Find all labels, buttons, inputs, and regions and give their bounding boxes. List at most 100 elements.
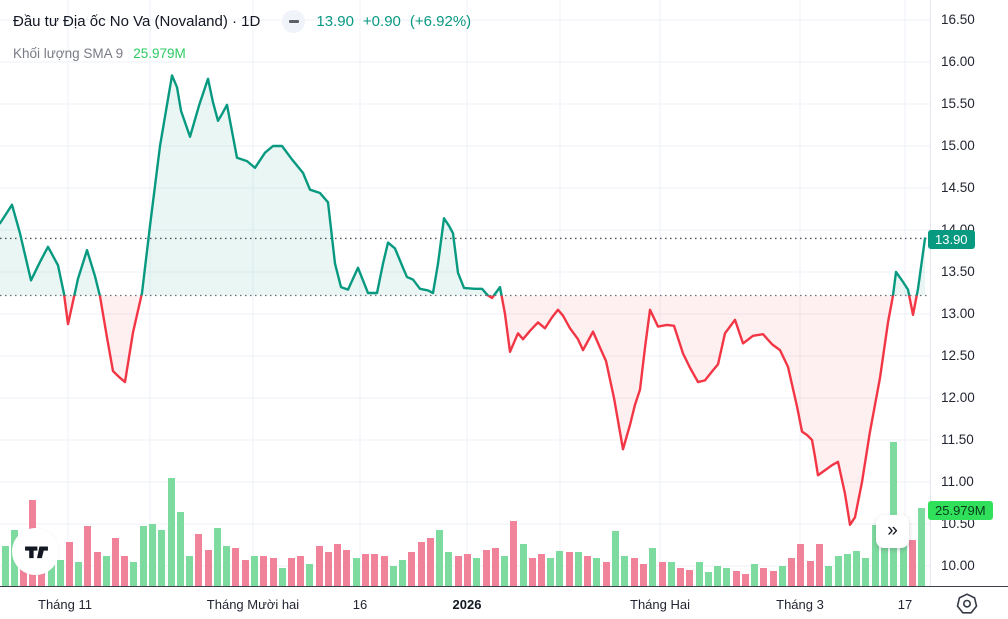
volume-bar bbox=[538, 554, 545, 586]
volume-bar bbox=[279, 568, 286, 586]
time-axis-label: Tháng 11 bbox=[38, 597, 92, 612]
price-scale[interactable]: 13.90 25.979M 16.50 16.00 15.50 15.00 14.50 1… bbox=[928, 0, 1008, 586]
price-tick-label: 13.00 bbox=[941, 306, 975, 321]
volume-bar bbox=[94, 552, 101, 586]
volume-bar bbox=[807, 561, 814, 586]
axis-settings-button[interactable] bbox=[953, 592, 981, 616]
volume-bar bbox=[455, 556, 462, 586]
volume-bar bbox=[177, 512, 184, 586]
volume-bar bbox=[649, 548, 656, 586]
chart-plot-area[interactable] bbox=[0, 0, 930, 586]
gear-icon bbox=[956, 593, 978, 614]
volume-bar bbox=[381, 556, 388, 586]
volume-bar bbox=[677, 568, 684, 586]
volume-bar bbox=[520, 544, 527, 586]
volume-bar bbox=[835, 556, 842, 586]
price-tick-label: 11.50 bbox=[941, 432, 974, 447]
volume-bar bbox=[223, 546, 230, 586]
tradingview-logo-icon bbox=[24, 546, 48, 558]
volume-bar bbox=[705, 572, 712, 586]
volume-bar bbox=[251, 556, 258, 586]
volume-bar bbox=[659, 562, 666, 586]
volume-bar bbox=[418, 542, 425, 586]
volume-bar bbox=[510, 521, 517, 586]
volume-bar bbox=[566, 552, 573, 586]
price-tick-label: 12.00 bbox=[941, 390, 975, 405]
volume-bar bbox=[853, 551, 860, 586]
volume-bar bbox=[501, 556, 508, 586]
volume-bar bbox=[900, 534, 907, 586]
volume-bar bbox=[149, 524, 156, 586]
volume-bar bbox=[334, 544, 341, 586]
volume-bar bbox=[399, 560, 406, 586]
collapse-symbol-button[interactable] bbox=[282, 10, 306, 33]
expand-toolbar-button[interactable]: » bbox=[876, 515, 909, 548]
volume-bar bbox=[603, 562, 610, 586]
time-axis-label: Tháng Mười hai bbox=[206, 597, 300, 612]
volume-bar bbox=[686, 570, 693, 586]
volume-bar bbox=[445, 552, 452, 586]
volume-bar bbox=[140, 526, 147, 586]
volume-bar bbox=[297, 556, 304, 586]
volume-bar bbox=[816, 544, 823, 586]
volume-indicator-label[interactable]: Khối lượng SMA 9 bbox=[13, 46, 124, 61]
minus-icon bbox=[288, 20, 299, 23]
price-tick-label: 10.00 bbox=[941, 558, 975, 573]
tradingview-logo[interactable] bbox=[12, 528, 59, 575]
volume-bar bbox=[232, 548, 239, 586]
current-volume-label: 25.979M bbox=[928, 501, 993, 520]
volume-bar bbox=[464, 554, 471, 586]
price-tick-label: 11.00 bbox=[941, 474, 974, 489]
volume-bar bbox=[825, 566, 832, 586]
volume-bar bbox=[121, 556, 128, 586]
volume-bar bbox=[130, 562, 137, 586]
volume-bar bbox=[612, 531, 619, 586]
volume-bar bbox=[770, 571, 777, 586]
time-axis-label: Tháng Hai bbox=[630, 597, 690, 612]
volume-bar bbox=[84, 526, 91, 586]
price-line-up bbox=[0, 74, 927, 296]
volume-bar bbox=[353, 558, 360, 586]
volume-bar bbox=[436, 530, 443, 586]
time-axis-label: 17 bbox=[897, 597, 913, 612]
volume-bar bbox=[214, 528, 221, 586]
volume-bar bbox=[696, 562, 703, 586]
volume-bar bbox=[872, 525, 879, 586]
volume-indicator-value: 25.979M bbox=[133, 46, 186, 61]
volume-bar bbox=[408, 552, 415, 586]
volume-bar bbox=[640, 564, 647, 586]
volume-bar bbox=[714, 566, 721, 586]
volume-bar bbox=[575, 552, 582, 586]
volume-bar bbox=[168, 478, 175, 586]
volume-bar bbox=[788, 558, 795, 586]
volume-bar bbox=[584, 556, 591, 586]
volume-bar bbox=[621, 556, 628, 586]
time-axis-label: Tháng 3 bbox=[776, 597, 824, 612]
volume-bar bbox=[844, 554, 851, 586]
volume-bar bbox=[186, 556, 193, 586]
chart-canvas[interactable] bbox=[0, 0, 930, 586]
symbol-title[interactable]: Đầu tư Địa ốc No Va (Novaland) · 1D bbox=[13, 13, 261, 30]
price-tick-label: 12.50 bbox=[941, 348, 975, 363]
time-axis[interactable]: Tháng 11 Tháng Mười hai 16 2026 Tháng Hai Thá… bbox=[0, 586, 1008, 619]
volume-bar bbox=[306, 564, 313, 586]
volume-bar bbox=[492, 548, 499, 586]
volume-bar bbox=[371, 554, 378, 586]
volume-bar bbox=[473, 558, 480, 586]
price-tick-label: 15.50 bbox=[941, 96, 975, 111]
volume-bar bbox=[66, 542, 73, 586]
volume-bar bbox=[881, 536, 888, 586]
price-tick-label: 14.50 bbox=[941, 180, 975, 195]
volume-bar bbox=[158, 530, 165, 586]
last-price: 13.90 bbox=[316, 13, 354, 30]
time-axis-label: 2026 bbox=[452, 597, 482, 612]
volume-bar bbox=[668, 562, 675, 586]
volume-bar bbox=[742, 574, 749, 586]
volume-bar bbox=[797, 544, 804, 586]
volume-bar bbox=[316, 546, 323, 586]
volume-bar bbox=[362, 554, 369, 586]
volume-bar bbox=[343, 550, 350, 586]
volume-bar bbox=[751, 564, 758, 586]
price-tick-label: 13.50 bbox=[941, 264, 975, 279]
